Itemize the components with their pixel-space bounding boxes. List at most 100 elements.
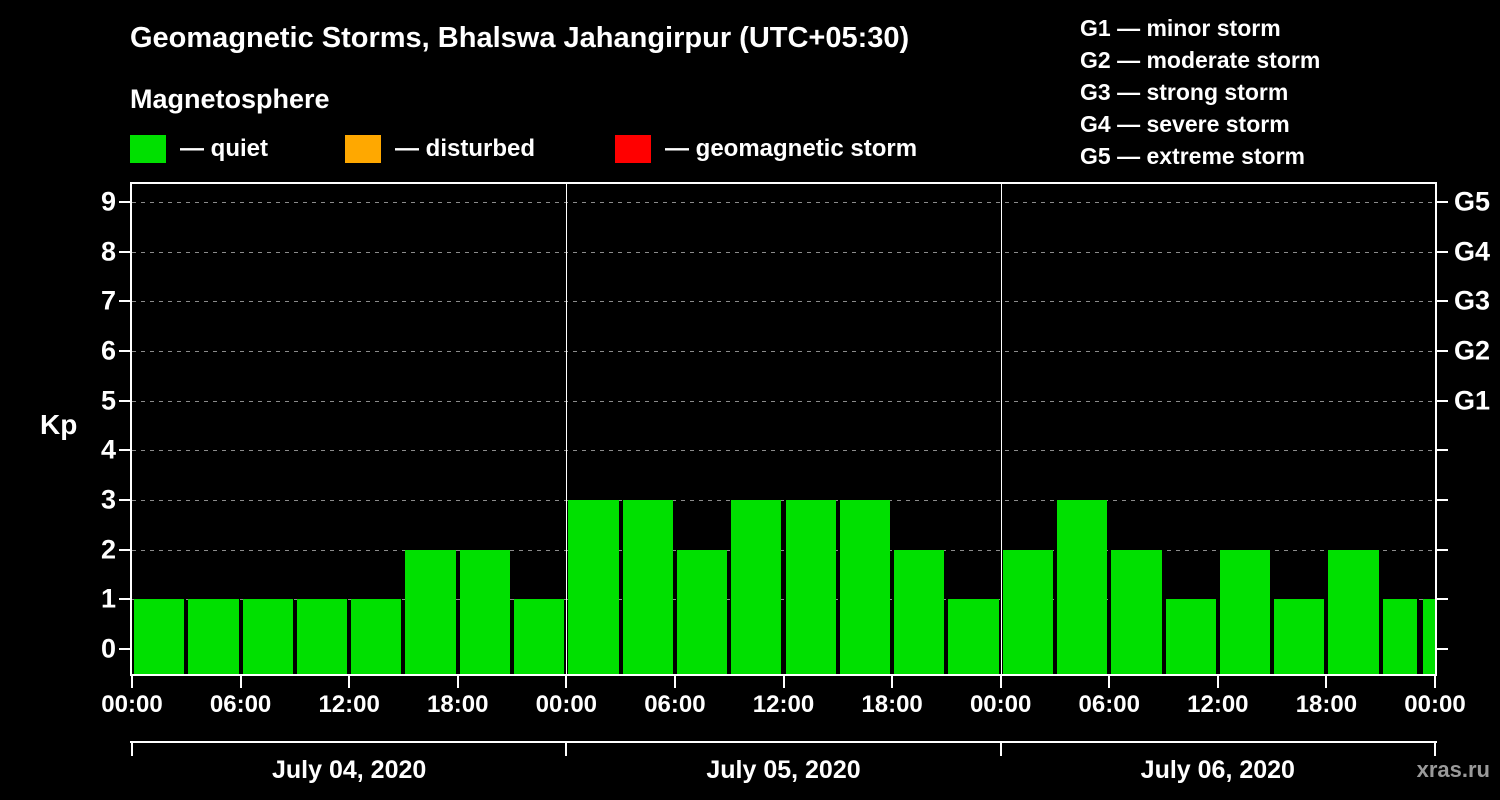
- legend-label-storm: — geomagnetic storm: [665, 135, 918, 162]
- kp-bar: [1056, 500, 1108, 674]
- y-axis-tick-label: 7: [100, 285, 116, 316]
- x-axis-tick-label: 12:00: [318, 691, 380, 718]
- x-axis-tick: [673, 676, 676, 688]
- gridline: [132, 251, 1435, 253]
- day-bracket-tick: [1434, 741, 1436, 756]
- right-axis-tick: [1435, 449, 1448, 452]
- g-scale-label: G5: [1454, 186, 1491, 217]
- legend-label-disturbed: — disturbed: [395, 135, 536, 162]
- x-axis-tick-label: 18:00: [1295, 691, 1358, 718]
- gridline: [132, 549, 1435, 551]
- kp-bar: [622, 500, 673, 674]
- y-axis-tick: [119, 300, 132, 303]
- x-axis-tick-label: 18:00: [861, 691, 923, 718]
- day-boundary-line: [1000, 184, 1002, 674]
- kp-bar: [894, 549, 945, 674]
- x-axis-tick-label: 06:00: [644, 691, 706, 718]
- g-scale-legend-item-g3: G3 — strong storm: [1080, 79, 1289, 105]
- g-scale-label: G4: [1454, 236, 1491, 267]
- x-axis-tick: [1108, 676, 1111, 688]
- day-bracket-tick: [131, 741, 133, 756]
- x-axis-tick-label: 00:00: [969, 691, 1032, 718]
- x-axis-tick-label: 00:00: [1404, 691, 1466, 718]
- day-boundary-line: [566, 184, 568, 674]
- x-axis-tick: [1325, 676, 1328, 688]
- y-axis-tick: [119, 598, 132, 601]
- legend-item-storm: — geomagnetic storm: [615, 133, 917, 165]
- chart-subtitle: Magnetosphere: [130, 84, 330, 114]
- right-axis-tick: [1435, 548, 1448, 551]
- kp-bar-partial: [1423, 599, 1435, 674]
- x-axis-tick: [131, 676, 133, 688]
- y-axis-tick-label: 1: [100, 583, 116, 614]
- x-axis-tick-label: 00:00: [101, 691, 163, 718]
- y-axis-tick: [119, 349, 132, 352]
- gridline: [132, 350, 1435, 352]
- gridline: [132, 301, 1435, 303]
- x-axis-tick-label: 00:00: [535, 691, 598, 718]
- kp-bar: [568, 500, 619, 674]
- x-axis-tick: [891, 676, 894, 688]
- g-scale-label: G2: [1454, 335, 1491, 366]
- kp-bar: [839, 500, 891, 674]
- x-axis-tick: [348, 676, 351, 688]
- y-axis-tick-label: 4: [100, 434, 116, 465]
- kp-bar: [1219, 549, 1271, 674]
- legend-label-quiet: — quiet: [180, 135, 268, 162]
- x-axis-tick: [999, 676, 1002, 688]
- gridline: [132, 450, 1435, 452]
- g-scale-legend-item-g4: G4 — severe storm: [1080, 111, 1290, 137]
- x-axis-tick-label: 12:00: [752, 691, 815, 718]
- kp-bar: [242, 599, 293, 674]
- kp-bar: [1382, 599, 1417, 674]
- kp-bar: [188, 599, 239, 674]
- g-scale-legend-item-g2: G2 — moderate storm: [1080, 47, 1321, 73]
- storm-color-swatch: [615, 135, 651, 163]
- x-axis-tick: [239, 676, 242, 688]
- kp-bar: [731, 500, 782, 674]
- gridline: [132, 201, 1435, 203]
- y-axis-tick: [119, 499, 132, 502]
- x-axis-tick: [1216, 676, 1219, 688]
- x-axis-tick: [1434, 676, 1436, 688]
- y-axis-tick-label: 5: [100, 385, 116, 416]
- y-axis-tick-label: 0: [100, 633, 116, 664]
- kp-bar: [514, 599, 565, 674]
- x-axis-tick: [456, 676, 459, 688]
- day-bracket-tick: [999, 741, 1002, 756]
- day-label: July 06, 2020: [1140, 756, 1295, 784]
- x-axis-tick-label: 06:00: [209, 691, 272, 718]
- legend-item-quiet: — quiet: [130, 133, 268, 165]
- day-bracket-tick: [565, 741, 568, 756]
- day-label: July 05, 2020: [706, 756, 861, 784]
- gridline: [132, 500, 1435, 502]
- y-axis-tick: [119, 200, 132, 203]
- kp-bar: [351, 599, 402, 674]
- disturbed-color-swatch: [345, 135, 381, 163]
- plot-area: [130, 182, 1437, 676]
- right-axis-tick: [1435, 499, 1448, 502]
- x-axis-tick-label: 12:00: [1187, 691, 1249, 718]
- day-bracket-line: [130, 741, 1437, 743]
- y-axis-tick: [119, 449, 132, 452]
- y-axis-tick-label: 3: [100, 484, 116, 515]
- quiet-color-swatch: [130, 135, 166, 163]
- kp-bar: [296, 599, 348, 674]
- y-axis-tick: [119, 648, 132, 651]
- y-axis-tick-label: 6: [100, 335, 116, 366]
- kp-bar: [134, 599, 185, 674]
- right-axis-tick: [1435, 250, 1448, 253]
- y-axis-tick-label: 9: [100, 186, 116, 217]
- x-axis-tick-label: 18:00: [427, 691, 489, 718]
- right-axis-tick: [1435, 200, 1448, 203]
- right-axis-tick: [1435, 349, 1448, 352]
- g-scale-label: G1: [1454, 385, 1491, 416]
- right-axis-tick: [1435, 598, 1448, 601]
- kp-bar: [676, 549, 728, 674]
- watermark: xras.ru: [1416, 757, 1490, 782]
- gridline: [132, 400, 1435, 402]
- kp-bar: [1165, 599, 1216, 674]
- kp-bar: [948, 599, 999, 674]
- x-axis-tick: [565, 676, 568, 688]
